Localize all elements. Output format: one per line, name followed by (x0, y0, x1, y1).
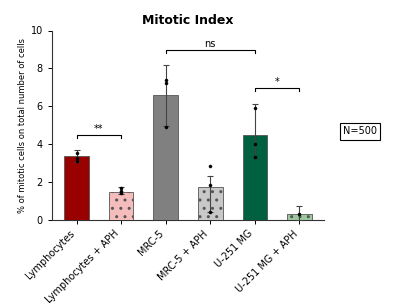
Point (74, 159, 80, 163)
Title: Mitotic Index: Mitotic Index (142, 13, 234, 27)
Bar (154, 95, 178, 220)
Point (162, 124, 169, 129)
Point (118, 191, 124, 196)
Text: *: * (275, 77, 280, 87)
Point (296, 212, 302, 217)
Bar (198, 187, 222, 220)
Text: N=500: N=500 (343, 126, 377, 136)
Text: ns: ns (204, 39, 216, 49)
Point (74, 156, 80, 160)
Point (162, 77, 169, 82)
Point (207, 210, 214, 215)
Y-axis label: % of mitotic cells on total number of cells: % of mitotic cells on total number of ce… (18, 38, 26, 213)
Point (207, 182, 214, 187)
Point (74, 151, 80, 156)
Bar (109, 192, 134, 220)
Point (118, 186, 124, 191)
Bar (287, 214, 312, 220)
Bar (64, 156, 89, 220)
Point (162, 81, 169, 86)
Point (207, 163, 214, 168)
Point (252, 155, 258, 160)
Point (252, 142, 258, 146)
Text: **: ** (94, 124, 104, 134)
Bar (242, 135, 267, 220)
Point (118, 189, 124, 194)
Point (252, 106, 258, 110)
